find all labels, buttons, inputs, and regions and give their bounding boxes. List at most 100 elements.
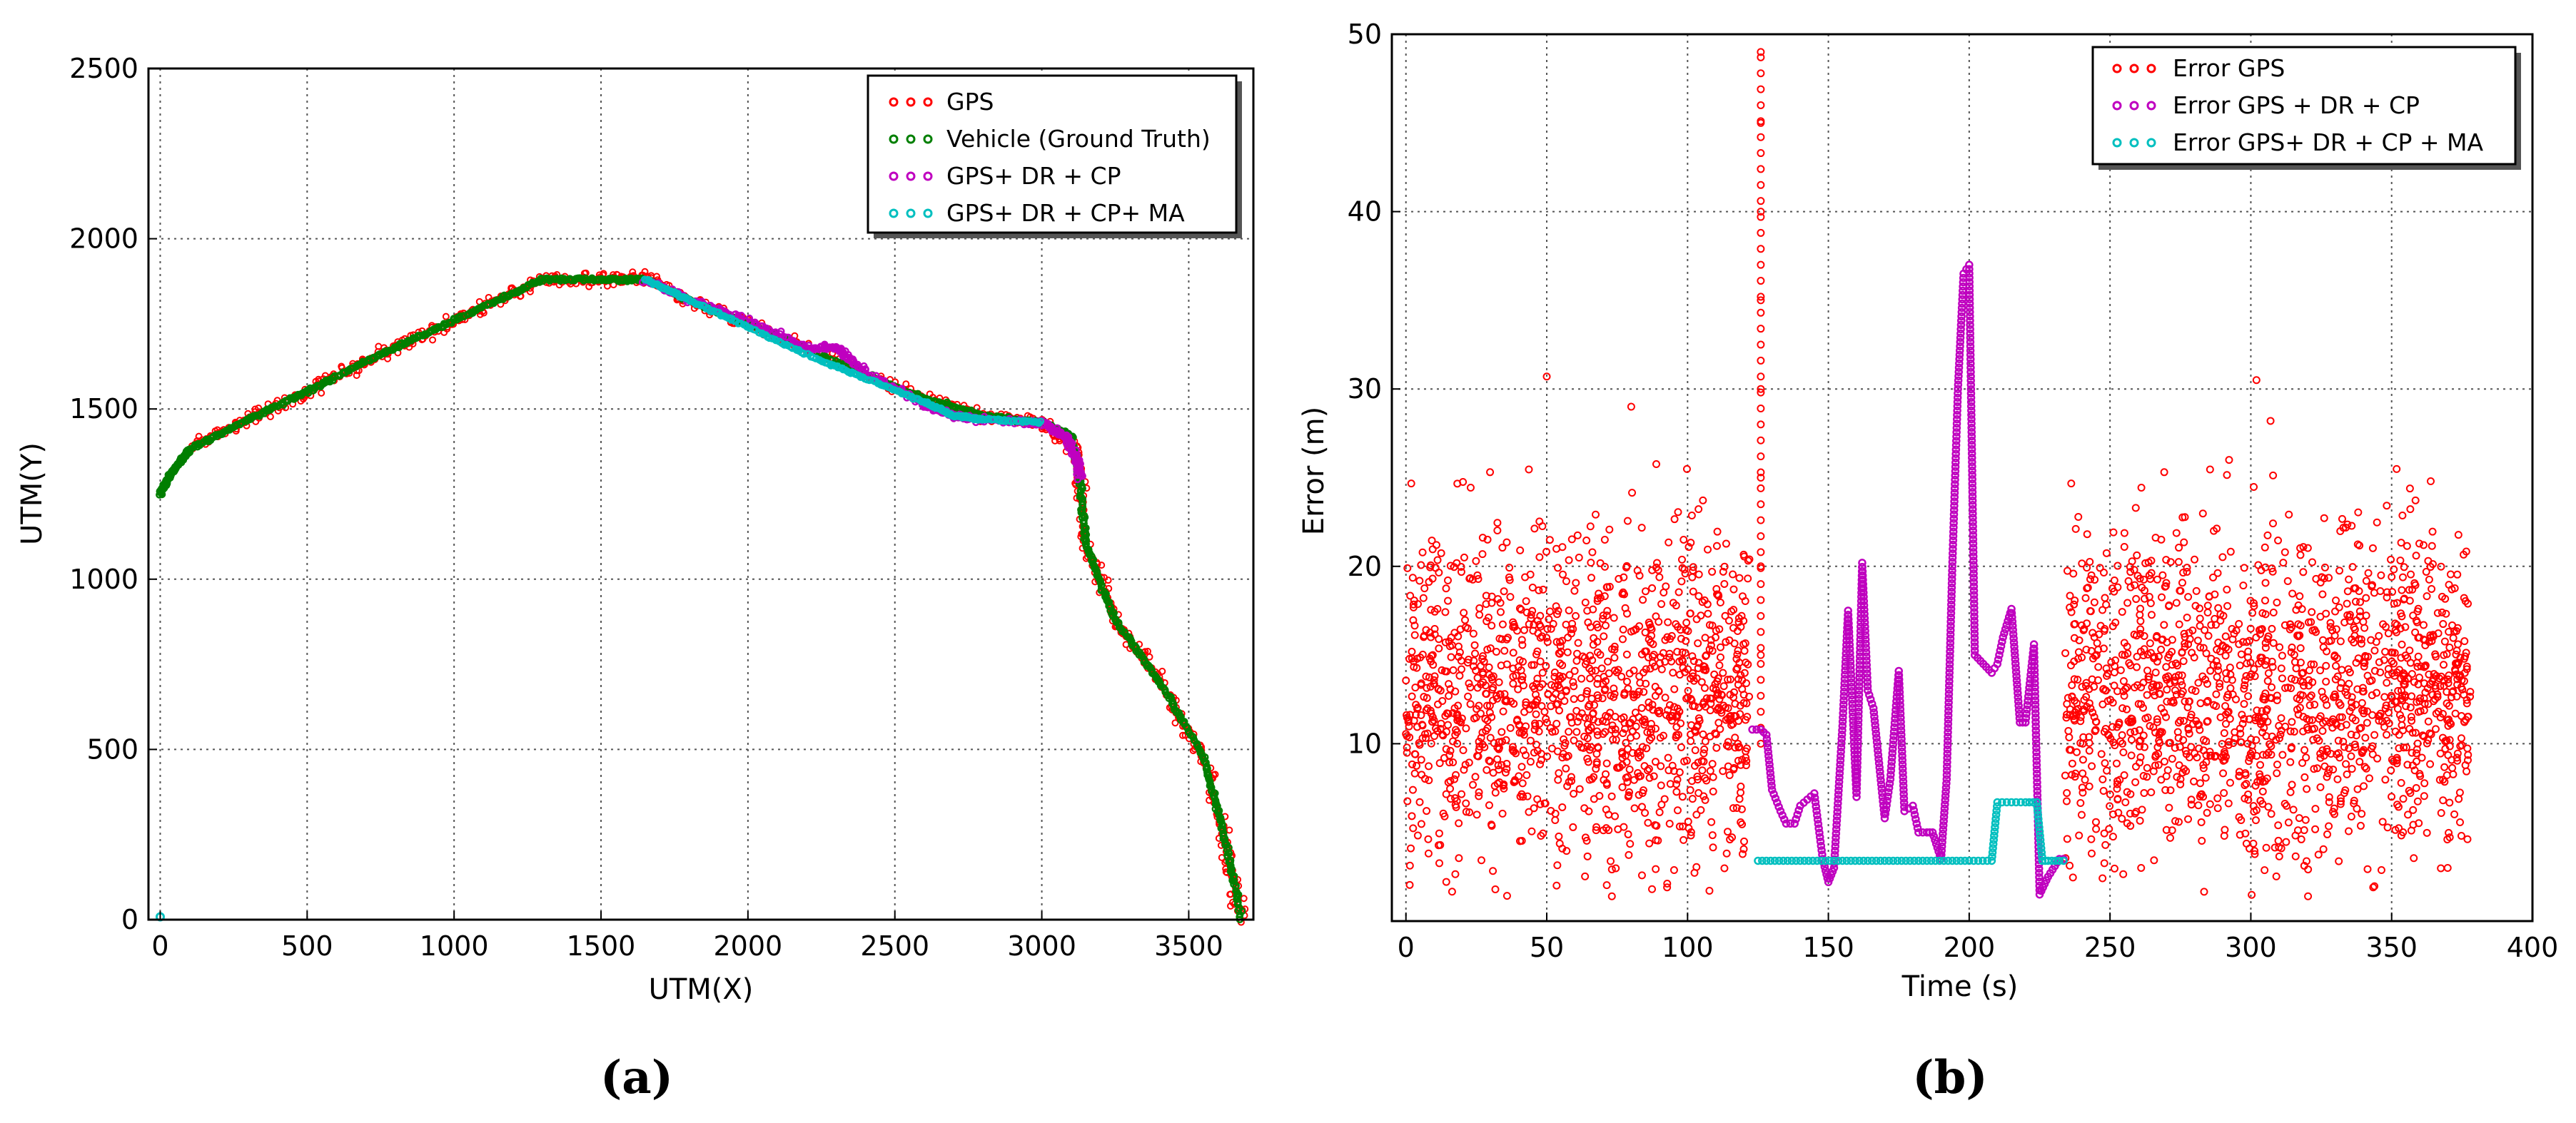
panel-b-error-gps-point — [2074, 512, 2083, 521]
panel-b-error-gps-point — [1605, 669, 1613, 678]
panel-b-error-gps-point — [2440, 637, 2449, 646]
panel-b-error-gps-point — [1570, 586, 1579, 595]
panel-b-error-gps-point — [1715, 661, 1724, 669]
panel-a-ground-truth-point — [435, 322, 443, 331]
panel-b-error-gps-point — [2433, 609, 2442, 617]
panel-b-error-gps-point — [1581, 872, 1590, 880]
panel-b-error-gps-point — [2336, 637, 2345, 646]
panel-b-error-gps-point — [1729, 570, 1737, 579]
panel-b-error-gps-point — [1660, 589, 1668, 597]
panel-b-error-gps-point — [1704, 609, 1712, 618]
panel-b-error-gps-point — [2101, 594, 2109, 602]
panel-b-error-gps-point — [2377, 571, 2385, 579]
panel-b-error-gps-point — [1500, 646, 1509, 655]
panel-b-error-gps-point — [1565, 606, 1573, 615]
panel-b-error-gps-point — [2146, 639, 2154, 648]
panel-b-error-gps-point — [1411, 684, 1420, 692]
panel-b-error-gps-point — [2362, 764, 2370, 773]
panel-b-error-gps-point — [2158, 571, 2167, 579]
panel-b-error-gps-point — [2069, 569, 2078, 578]
panel-b-error-gps-point — [1694, 639, 1702, 648]
panel-b-error-gps-point — [1418, 548, 1427, 557]
panel-b-error-gps-point — [2268, 683, 2276, 691]
panel-b-error-gps-point — [1720, 579, 1729, 588]
panel-a-legend-entry: Vehicle (Ground Truth) — [946, 125, 1211, 153]
panel-b-error-gps-point — [1527, 827, 1536, 835]
panel-b-error-gps-point — [1489, 867, 1497, 875]
panel-b-error-gps-point — [1716, 643, 1724, 651]
panel-b-error-gps-point — [2335, 857, 2343, 865]
panel-b-error-gps-point — [1714, 718, 1723, 727]
panel-b-error-gps-point — [1637, 871, 1646, 880]
panel-b-error-gps-point — [1572, 579, 1580, 587]
panel-b-error-gps-point — [2081, 776, 2089, 784]
panel-b-error-gps-point — [1434, 700, 1443, 708]
panel-b-error-gps-point — [1694, 789, 1703, 798]
panel-b-error-gps-point — [1562, 620, 1570, 629]
panel-b-error-gps-point — [1592, 765, 1600, 773]
panel-b-error-gps-point — [1435, 568, 1443, 576]
panel-b-error-gps-point — [1558, 803, 1567, 811]
panel-b-error-gps-point — [1581, 598, 1590, 606]
panel-b-error-gps-point — [1465, 679, 1473, 688]
panel-b-error-gps-point — [2332, 661, 2340, 670]
panel-b-error-gps-point — [1587, 574, 1596, 582]
panel-b-error-gps-point — [2097, 750, 2106, 758]
panel-b-error-gps-point — [2425, 575, 2433, 584]
panel-b-error-gps-point — [1522, 771, 1531, 779]
panel-b-error-gps-point — [2318, 636, 2327, 644]
panel-b-error-gps-point — [1729, 585, 1738, 594]
panel-b-error-gps-point — [2424, 557, 2433, 565]
panel-b-error-gps-point — [1688, 795, 1697, 803]
panel-b-error-gps-point — [2251, 816, 2260, 825]
panel-b-error-gps-point — [1537, 702, 1546, 711]
panel-b-error-gps-point — [2137, 863, 2146, 872]
panel-b-error-gps-point — [1680, 535, 1688, 544]
panel-b-error-gps-point — [2363, 718, 2371, 727]
panel-b-error-gps-point — [1562, 577, 1570, 586]
panel-b-error-gps-point — [2354, 508, 2363, 517]
panel-b-error-gps-point — [1713, 527, 1722, 536]
panel-b-error-gps-point — [2439, 796, 2448, 805]
panel-b-error-gps-point — [2460, 637, 2469, 646]
panel-b-error-gps-point — [1570, 682, 1578, 691]
panel-b-error-gps-point — [1497, 728, 1506, 736]
panel-b-error-gps-point — [2103, 766, 2111, 775]
panel-b-error-gps-point — [1424, 835, 1433, 843]
panel-b-error-gps-point — [1641, 808, 1650, 817]
panel-b-error-gps-point — [2311, 805, 2320, 813]
panel-b-error-gps-point — [1570, 736, 1578, 745]
panel-b-error-gps-point — [2200, 888, 2208, 896]
panel-b-error-gps-point — [2213, 804, 2222, 813]
panel-b-error-gps-point — [2162, 663, 2171, 671]
panel-b-error-gps-point — [1418, 771, 1426, 779]
panel-b-error-gps-point — [1423, 807, 1431, 815]
panel-b-error-gps-point — [2407, 826, 2415, 835]
panel-b-error-gps-point — [1569, 823, 1577, 831]
panel-b-error-gps-point — [2398, 586, 2406, 594]
panel-b-error-gps-point — [1677, 555, 1686, 564]
panel-b-error-gps-point — [2358, 698, 2366, 707]
panel-b-error-gps-point — [2194, 801, 2203, 810]
panel-b-error-gps-point — [1605, 525, 1614, 534]
panel-b-error-gps-point — [2226, 684, 2235, 693]
panel-b-error-gps-point — [2183, 614, 2191, 622]
panel-b-error-gps-point — [2353, 785, 2362, 793]
panel-b-error-gps-point — [2289, 806, 2298, 814]
panel-b-error-gps-point — [2225, 456, 2233, 464]
panel-b-error-gps-point — [1435, 829, 1443, 838]
panel-b-error-gps-point — [1591, 510, 1600, 519]
panel-b-error-gps-point — [1716, 599, 1724, 607]
panel-b-error-gps-point — [2193, 636, 2202, 645]
panel-b-error-gps-point — [1635, 672, 1644, 681]
panel-b-error-gps-point — [1554, 564, 1562, 572]
panel-b-error-gps-point — [1699, 496, 1707, 504]
panel-b-error-gps-point — [1664, 753, 1672, 762]
panel-b-error-gps-point — [2223, 601, 2232, 610]
panel-b-error-gps-point — [1460, 553, 1468, 562]
panel-b-error-gps-point — [1526, 570, 1535, 579]
panel-b-error-gps-point — [1661, 693, 1670, 702]
panel-a-x-tick-label: 1500 — [567, 930, 636, 962]
panel-b-error-gps-point — [1623, 517, 1632, 525]
panel-b-error-gps-point — [1657, 665, 1666, 674]
